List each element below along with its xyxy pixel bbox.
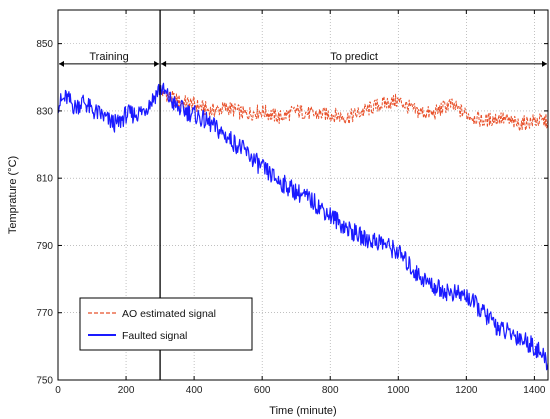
annotation-label-bg <box>80 49 139 62</box>
series-layer <box>57 82 549 371</box>
x-tick-label: 800 <box>322 385 339 396</box>
annotation-arrowhead <box>542 60 547 67</box>
y-tick-label: 770 <box>36 308 53 319</box>
annotation-label: Training <box>89 51 128 63</box>
series-line-ao-estimated-signal <box>159 87 549 132</box>
annotation-label: To predict <box>330 51 378 63</box>
x-tick-label: 200 <box>118 385 135 396</box>
legend-label: AO estimated signal <box>122 308 216 320</box>
y-tick-label: 790 <box>36 241 53 252</box>
annotation-label-bg <box>319 49 390 62</box>
annotation-arrowhead <box>154 60 160 67</box>
x-tick-label: 600 <box>254 385 271 396</box>
y-axis-label: Temprature (°C) <box>7 156 19 234</box>
x-tick-label: 0 <box>55 385 61 396</box>
legend: AO estimated signal Faulted signal <box>79 297 253 351</box>
axes: 0 200 400 600 800 1000 1200 1400 750 770 790 810 830… <box>7 9 549 417</box>
x-tick-label: 400 <box>186 385 203 396</box>
x-axis-label: Time (minute) <box>269 405 336 417</box>
plot-frame <box>57 9 549 381</box>
x-tick-label: 1400 <box>523 385 546 396</box>
y-tick-label: 810 <box>36 174 53 185</box>
series-line-faulted-signal <box>57 82 549 371</box>
y-tick-label: 830 <box>36 106 53 117</box>
annotation-arrowhead <box>161 60 167 67</box>
y-tick-label: 850 <box>36 39 53 50</box>
x-tick-label: 1200 <box>455 385 478 396</box>
x-tick-label: 1000 <box>387 385 410 396</box>
y-tick-label: 750 <box>36 376 53 387</box>
legend-box <box>79 297 253 351</box>
annotations: Training To predict <box>59 10 547 380</box>
annotation-arrowhead <box>59 60 64 67</box>
legend-label: Faulted signal <box>122 330 187 342</box>
